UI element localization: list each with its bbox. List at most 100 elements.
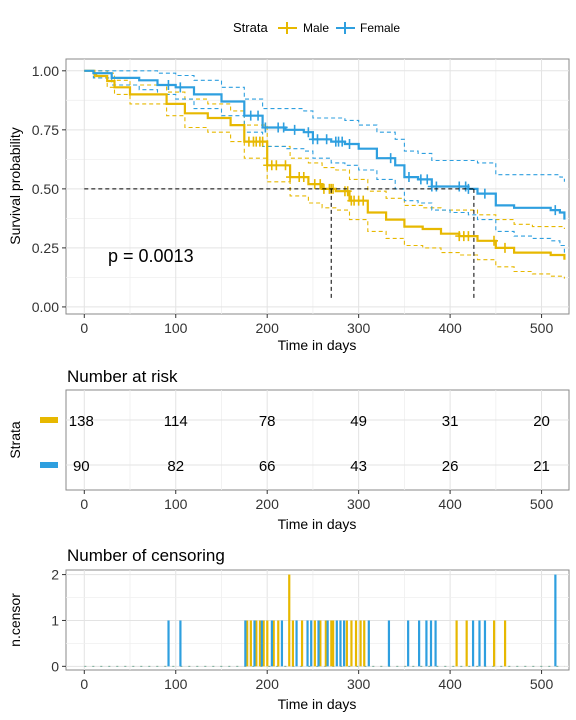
- survival-y-tick-labels: 0.00 0.25 0.50 0.75 1.00: [32, 63, 66, 315]
- censor-mark-male: [281, 160, 290, 171]
- censor-mark-female: [313, 134, 322, 145]
- censoring-bar-female: [179, 620, 182, 667]
- risk-table-cell: 82: [167, 458, 184, 475]
- risk-table-title: Number at risk: [67, 367, 178, 386]
- censoring-bar-male: [503, 620, 507, 667]
- censor-mark-female: [279, 122, 288, 133]
- censoring-bar-female: [418, 620, 421, 667]
- censor-mark-female: [338, 136, 347, 147]
- censor-mark-female: [386, 153, 395, 164]
- survival-curve-male: [84, 69, 566, 260]
- risk-table-x-tick-label: 0: [80, 496, 88, 512]
- censoring-bar-male: [345, 620, 348, 667]
- survival-y-tick-label: 0.75: [32, 122, 59, 138]
- censoring-x-axis-label: Time in days: [278, 696, 357, 712]
- risk-table-cell: 49: [350, 413, 367, 430]
- censoring-bar-male: [262, 620, 265, 667]
- censor-mark-female: [176, 82, 185, 93]
- censoring-bar-female: [253, 620, 256, 667]
- censoring-bar-male: [300, 620, 304, 667]
- risk-table-cell: 43: [350, 458, 367, 475]
- ci-upper-female: [84, 70, 565, 182]
- legend-label-male: Male: [303, 21, 329, 35]
- risk-table-cell: 90: [73, 458, 90, 475]
- risk-table-cell: 20: [533, 413, 550, 430]
- survival-x-tick-labels: 0 100 200 300 400 500: [80, 314, 553, 336]
- censoring-bar-male: [288, 574, 291, 667]
- survival-x-tick-label: 0: [80, 320, 88, 336]
- legend-title: Strata: [233, 20, 268, 35]
- risk-table-cell: 78: [259, 413, 276, 430]
- risk-table-y-axis-label: Strata: [7, 421, 23, 459]
- risk-table-cell: 26: [442, 458, 459, 475]
- legend: Strata Male Female: [233, 20, 400, 35]
- ci-upper-male: [84, 70, 565, 229]
- survival-plot-border: [65, 58, 570, 315]
- censoring-bar-male: [465, 620, 468, 667]
- censoring-y-tick-labels: 0 1 2: [51, 567, 66, 674]
- survival-y-tick-label: 0.00: [32, 299, 59, 315]
- censoring-bar-male: [332, 620, 335, 667]
- censoring-x-tick-label: 400: [438, 676, 462, 692]
- censoring-bar-female: [425, 620, 428, 667]
- censor-mark-female: [423, 174, 432, 185]
- censoring-x-tick-label: 0: [80, 676, 88, 692]
- censoring-x-tick-label: 200: [256, 676, 280, 692]
- censoring-y-tick-label: 1: [51, 612, 59, 628]
- censoring-bar-female: [310, 620, 313, 667]
- risk-table-grid: [66, 390, 569, 490]
- survival-y-tick-label: 0.25: [32, 240, 59, 256]
- censoring-bar-male: [249, 620, 252, 667]
- censoring-y-tick-label: 2: [51, 567, 59, 583]
- censoring-bar-male: [324, 620, 327, 667]
- legend-entry-male: Male: [278, 21, 329, 35]
- censoring-bar-male: [291, 620, 295, 667]
- survival-censor-marks: [164, 79, 560, 253]
- censoring-bar-male: [354, 620, 358, 667]
- censor-mark-female: [322, 134, 331, 145]
- censoring-bar-male: [313, 620, 316, 667]
- risk-table-x-tick-labels: 0 100 200 300 400 500: [80, 490, 553, 512]
- censoring-bar-female: [343, 620, 346, 667]
- risk-table-cell: 138: [69, 413, 94, 430]
- survival-y-tick-label: 1.00: [32, 63, 59, 79]
- risk-table-swatch-female: [40, 462, 58, 468]
- censor-mark-female: [290, 124, 299, 135]
- censoring-x-tick-labels: 0 100 200 300 400 500: [80, 670, 553, 692]
- survival-panel: 0.00 0.25 0.50 0.75 1.00 0 100 200 300 400 500 p …: [7, 58, 570, 353]
- censor-mark-female: [345, 139, 354, 149]
- censoring-bar-female: [483, 620, 487, 667]
- risk-table-x-tick-label: 400: [438, 496, 462, 512]
- risk-table-x-tick-label: 100: [164, 496, 188, 512]
- censoring-bar-female: [270, 620, 273, 667]
- risk-table-cell: 31: [442, 413, 459, 430]
- censor-mark-female: [480, 188, 489, 199]
- legend-entry-female: Female: [336, 21, 400, 35]
- censor-mark-male: [286, 172, 295, 183]
- risk-table-cell: 66: [259, 458, 276, 475]
- censoring-bar-female: [244, 620, 247, 667]
- censor-mark-female: [246, 110, 255, 121]
- censoring-title: Number of censoring: [67, 546, 225, 565]
- censoring-bars: [84, 574, 565, 667]
- censoring-bar-male: [272, 620, 275, 667]
- censoring-y-tick-label: 0: [51, 658, 59, 674]
- censoring-bar-female: [367, 620, 370, 667]
- censor-mark-male: [299, 172, 308, 183]
- risk-table-x-tick-label: 500: [530, 496, 554, 512]
- censoring-bar-male: [493, 620, 496, 667]
- censor-mark-female: [551, 205, 560, 216]
- censor-mark-male: [343, 186, 352, 197]
- risk-table-x-tick-label: 200: [256, 496, 280, 512]
- censoring-bar-female: [295, 620, 298, 667]
- censoring-x-tick-label: 500: [530, 676, 554, 692]
- censoring-bar-female: [554, 574, 557, 667]
- censor-mark-male: [464, 231, 473, 242]
- survival-x-tick-label: 300: [347, 320, 371, 336]
- censoring-bar-male: [266, 620, 269, 667]
- censor-mark-male: [490, 235, 499, 246]
- p-value-annotation: p = 0.0013: [108, 246, 194, 266]
- risk-table-border: [65, 389, 570, 491]
- censor-mark-female: [164, 79, 173, 90]
